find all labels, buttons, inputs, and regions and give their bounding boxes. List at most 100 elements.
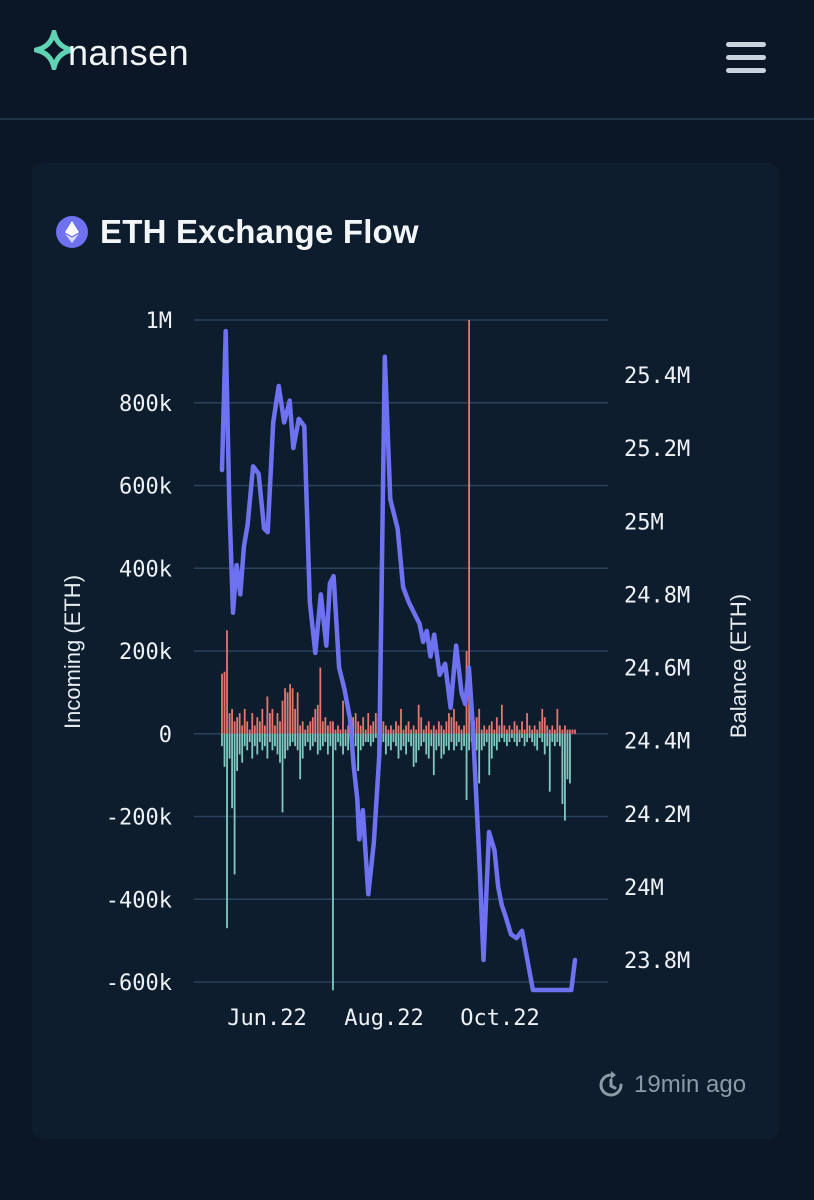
incoming-bar xyxy=(258,721,261,734)
outgoing-bar xyxy=(533,733,536,747)
incoming-bar xyxy=(359,725,362,734)
outgoing-bar xyxy=(463,733,465,747)
incoming-bar xyxy=(231,708,233,734)
card-title: ETH Exchange Flow xyxy=(100,213,419,250)
outgoing-bar xyxy=(253,733,256,747)
outgoing-bar xyxy=(498,733,501,743)
incoming-bar xyxy=(263,725,266,734)
outgoing-bar xyxy=(301,733,304,759)
outgoing-bar xyxy=(556,733,559,743)
incoming-bar xyxy=(478,708,481,734)
incoming-bar xyxy=(321,721,324,734)
outgoing-bar xyxy=(314,733,317,743)
incoming-bar xyxy=(432,725,435,734)
outgoing-bar xyxy=(316,733,319,755)
outgoing-bar xyxy=(453,733,455,751)
outgoing-bar xyxy=(269,733,271,743)
outgoing-bar xyxy=(465,733,468,800)
incoming-bar xyxy=(324,717,327,734)
incoming-bar xyxy=(430,729,433,734)
incoming-bar xyxy=(253,725,256,734)
outgoing-bar xyxy=(422,733,425,743)
incoming-bar xyxy=(284,688,286,734)
gridlines xyxy=(194,319,608,983)
left-axis-title: Incoming (ETH) xyxy=(60,575,85,729)
incoming-bar xyxy=(405,725,407,734)
outgoing-bar xyxy=(261,733,264,751)
incoming-bar xyxy=(435,729,438,734)
outgoing-bar xyxy=(528,733,531,738)
outgoing-bar xyxy=(279,733,281,763)
outgoing-bar xyxy=(359,733,362,751)
hamburger-menu-icon[interactable] xyxy=(724,40,770,76)
incoming-bar xyxy=(546,725,549,734)
outgoing-bar xyxy=(384,733,387,755)
outgoing-bar xyxy=(344,733,347,747)
outgoing-bar xyxy=(478,733,481,784)
incoming-bar xyxy=(566,729,569,734)
outgoing-bar xyxy=(347,733,349,751)
incoming-bar xyxy=(458,725,460,734)
incoming-bar xyxy=(372,721,375,734)
nansen-logo[interactable]: nansen xyxy=(34,30,189,73)
y-tick-label: -400k xyxy=(106,888,172,913)
incoming-bar xyxy=(468,320,470,734)
y2-tick-label: 23.8M xyxy=(624,949,690,974)
outgoing-bar xyxy=(329,733,332,747)
outgoing-bar xyxy=(233,733,236,875)
incoming-bar xyxy=(306,725,309,734)
outgoing-bar xyxy=(266,733,269,759)
incoming-bar xyxy=(538,721,541,734)
outgoing-bar xyxy=(372,733,375,743)
y2-tick-label: 25.2M xyxy=(624,437,690,462)
incoming-bar xyxy=(251,713,254,734)
outgoing-bar xyxy=(309,733,312,751)
incoming-bar xyxy=(415,729,418,734)
incoming-bar xyxy=(440,725,443,734)
outgoing-bar xyxy=(410,733,413,747)
outgoing-bar xyxy=(241,733,244,763)
incoming-bar xyxy=(266,696,269,734)
outgoing-bar xyxy=(382,733,385,743)
outgoing-bar xyxy=(412,733,415,767)
outgoing-bar xyxy=(488,733,491,776)
outgoing-bar xyxy=(407,733,410,743)
incoming-bar xyxy=(407,721,410,734)
incoming-bar xyxy=(276,713,279,734)
outgoing-bar xyxy=(485,733,488,743)
outgoing-bar xyxy=(397,733,400,759)
y-tick-label: 200k xyxy=(119,640,172,665)
outgoing-bar xyxy=(296,733,299,751)
incoming-bar xyxy=(291,688,294,734)
outgoing-bar xyxy=(553,733,556,747)
incoming-bar xyxy=(384,725,387,734)
outgoing-bar xyxy=(390,733,392,751)
incoming-bar xyxy=(223,671,226,734)
balance-line xyxy=(219,328,578,993)
outgoing-bar xyxy=(334,733,337,751)
outgoing-bar xyxy=(437,733,440,747)
incoming-bar xyxy=(455,721,458,734)
x-tick-label: Oct.22 xyxy=(460,1006,539,1031)
incoming-bar xyxy=(551,725,554,734)
nansen-logo-icon xyxy=(34,30,74,70)
outgoing-bar xyxy=(284,733,286,759)
incoming-bar xyxy=(513,721,516,734)
incoming-bar xyxy=(503,725,506,734)
incoming-bar xyxy=(422,729,425,734)
incoming-bar xyxy=(233,721,236,734)
incoming-bar xyxy=(526,713,528,734)
left-axis-ticks: 1M 800k 600k 400k 200k 0 -200k -400k -600k xyxy=(106,309,172,996)
incoming-bar xyxy=(279,721,281,734)
incoming-bar xyxy=(344,729,347,734)
incoming-bar xyxy=(286,692,289,734)
incoming-bar xyxy=(516,725,518,734)
incoming-bar xyxy=(316,704,319,734)
outgoing-bar xyxy=(538,733,541,738)
outgoing-bar xyxy=(369,733,372,747)
outgoing-bar xyxy=(337,733,339,743)
outgoing-bar xyxy=(294,733,297,747)
outgoing-bar xyxy=(564,733,566,821)
incoming-bar xyxy=(425,725,428,734)
outgoing-bar xyxy=(569,733,571,784)
